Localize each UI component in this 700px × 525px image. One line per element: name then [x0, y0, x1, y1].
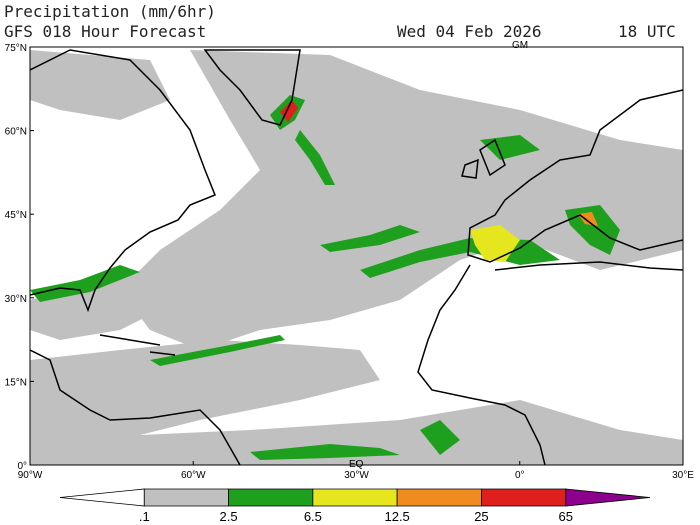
colorbar-label: 12.5	[384, 509, 409, 524]
colorbar-label: 65	[558, 509, 572, 524]
colorbar-segment	[481, 488, 567, 507]
colorbar-label: .1	[139, 509, 150, 524]
date: Wed 04 Feb 2026	[397, 22, 542, 41]
colorbar-segment	[228, 488, 314, 507]
colorbar-segment	[312, 488, 398, 507]
lat-label: 0°	[17, 461, 27, 472]
lon-label: 30°E	[672, 470, 694, 481]
colorbar-label: 25	[474, 509, 488, 524]
map: GM EQ	[29, 40, 684, 470]
lat-label: 15°N	[5, 377, 27, 388]
lat-label: 45°N	[5, 210, 27, 221]
colorbar-label: 2.5	[220, 509, 238, 524]
lon-label: 90°W	[18, 470, 43, 481]
colorbar-segment	[143, 488, 229, 507]
axes: 75°N60°N45°N30°N15°N0°90°W 60°W 30°W 0° 30°E	[5, 43, 695, 481]
lon-label: 60°W	[181, 470, 206, 481]
colorbar-segment	[396, 488, 482, 507]
prime-meridian-marker: GM	[512, 40, 528, 51]
lat-label: 30°N	[5, 294, 27, 305]
lat-label: 75°N	[5, 43, 27, 54]
lon-label: 0°	[515, 470, 525, 481]
colorbar-segment	[565, 488, 651, 507]
precip-field	[30, 50, 683, 465]
coastlines	[30, 49, 683, 465]
colorbar-label: 6.5	[304, 509, 322, 524]
title: Precipitation (mm/6hr)	[4, 2, 216, 21]
time: 18 UTC	[618, 22, 676, 41]
lon-label: 30°W	[344, 470, 369, 481]
lat-label: 60°N	[5, 127, 27, 138]
colorbar-segment	[59, 488, 145, 507]
colorbar: .1 2.5 6.5 12.5 25 65	[59, 488, 651, 524]
subtitle: GFS 018 Hour Forecast	[4, 22, 206, 41]
